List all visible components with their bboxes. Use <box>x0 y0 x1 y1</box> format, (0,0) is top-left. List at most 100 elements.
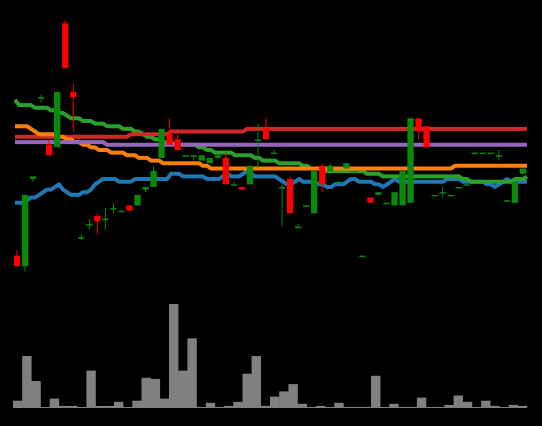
candle-body <box>270 152 278 155</box>
candle-body <box>463 184 470 186</box>
volume-bar <box>22 356 32 408</box>
candlestick-series <box>13 20 527 272</box>
candle-body <box>86 223 93 226</box>
candle-body <box>54 91 61 148</box>
candle-body <box>447 194 454 197</box>
candle-body <box>519 168 527 174</box>
candle <box>327 163 334 172</box>
candle <box>206 157 213 164</box>
candle <box>495 150 503 161</box>
volume-bar <box>444 404 454 408</box>
candle-body <box>110 208 117 210</box>
candle <box>190 155 197 161</box>
volume-bar <box>187 338 197 408</box>
candle-body <box>367 197 374 203</box>
candle-body <box>142 187 149 190</box>
volume-bar <box>150 378 161 408</box>
candle <box>270 150 278 155</box>
candle-body <box>295 226 302 229</box>
candle <box>134 194 141 206</box>
candle-body <box>70 91 77 98</box>
volume-bar <box>279 391 289 408</box>
candle-body <box>415 118 422 132</box>
candle-body <box>13 255 21 267</box>
volume-bar <box>260 405 271 408</box>
candle-body <box>399 171 406 206</box>
volume-bar <box>169 304 179 408</box>
volume-bar <box>517 405 528 408</box>
candle-body <box>118 210 125 213</box>
candle <box>70 84 77 132</box>
candle <box>110 202 117 214</box>
candle <box>78 234 85 240</box>
candle <box>94 213 101 235</box>
volume-bar <box>13 400 23 408</box>
volume-bar <box>380 407 390 408</box>
volume-bar <box>398 407 408 408</box>
candle <box>383 202 390 205</box>
candle-body <box>439 192 446 194</box>
candle-body <box>262 128 270 140</box>
candle-body <box>214 155 221 158</box>
volume-bar <box>435 407 445 408</box>
volume-bar <box>159 398 170 408</box>
candle-body <box>166 134 173 145</box>
candle-body <box>38 97 45 99</box>
candle-body <box>246 165 254 185</box>
volume-bar <box>123 407 133 408</box>
candle <box>158 128 165 158</box>
candle <box>439 186 446 198</box>
candle-body <box>286 179 294 214</box>
candle <box>359 255 366 258</box>
candle <box>214 155 221 158</box>
candle <box>367 197 374 203</box>
candle-body <box>230 184 237 186</box>
volume-bar <box>86 370 96 408</box>
candle-body <box>126 205 133 211</box>
candle-body <box>495 155 503 157</box>
candle <box>13 250 21 267</box>
candle-body <box>511 181 519 203</box>
candle-body <box>455 187 462 189</box>
candle-body <box>21 194 29 267</box>
volume-bar <box>95 405 105 408</box>
volume-bar <box>242 373 252 408</box>
volume-bar <box>407 407 418 408</box>
volume-bar <box>104 405 115 408</box>
candle <box>230 181 237 186</box>
volume-bar <box>251 356 261 408</box>
volume-bar <box>361 407 372 408</box>
volume-bar <box>389 403 399 408</box>
candle <box>463 184 470 186</box>
candle <box>62 20 69 69</box>
candle <box>118 210 125 213</box>
candle-body <box>94 216 101 222</box>
candle <box>222 152 229 185</box>
candle-body <box>479 152 486 155</box>
candle <box>29 176 37 182</box>
ma-line-4 <box>15 124 527 171</box>
candle-body <box>351 171 358 173</box>
volume-bar <box>58 405 69 408</box>
candle <box>487 152 494 155</box>
candle <box>431 194 438 197</box>
candle <box>46 139 53 156</box>
volume-bar <box>132 400 142 408</box>
candle <box>21 194 29 272</box>
candle-body <box>407 118 414 203</box>
candle <box>102 208 109 230</box>
candle <box>262 118 270 140</box>
candle <box>511 181 519 203</box>
volume-bar <box>31 381 41 408</box>
candle-body <box>198 155 205 161</box>
volume-panel <box>13 304 528 408</box>
candle <box>415 118 422 140</box>
candle <box>303 205 310 207</box>
candle-body <box>327 165 334 172</box>
candle-body <box>158 128 165 158</box>
candle-body <box>190 155 197 157</box>
candle <box>391 192 398 206</box>
candle <box>166 118 173 145</box>
